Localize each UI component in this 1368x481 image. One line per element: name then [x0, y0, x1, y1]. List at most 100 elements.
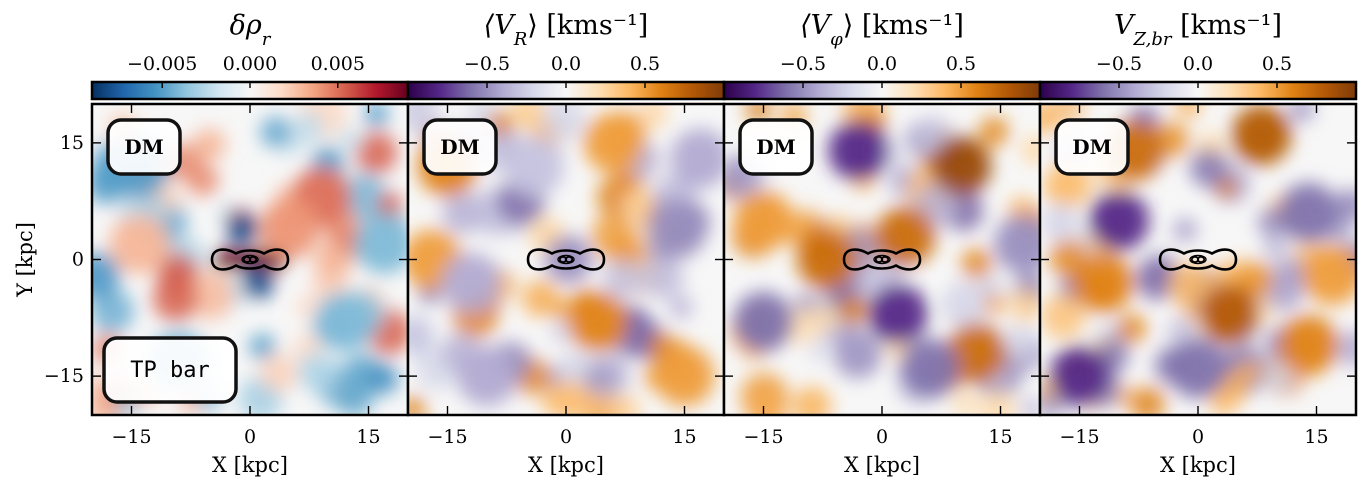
dm-badge: DM [106, 118, 182, 176]
colorbar-tick-label: −0.005 [127, 53, 197, 75]
x-tick-label: −15 [111, 426, 151, 448]
heatmap-texture [544, 235, 593, 283]
x-axis-label: X [kpc] [1160, 453, 1236, 477]
heatmap-texture [1041, 203, 1080, 242]
heatmap-feature [583, 112, 644, 173]
badge-label: DM [1072, 135, 1111, 159]
heatmap-texture [811, 304, 840, 333]
heatmap-texture [641, 256, 684, 300]
heatmap-feature [504, 136, 565, 197]
x-tick-label: 15 [1304, 426, 1328, 448]
heatmap-feature [994, 213, 1040, 274]
heatmap-texture [92, 289, 135, 333]
colorbar-tick-label: 0.5 [630, 53, 660, 75]
heatmap-texture [186, 164, 219, 197]
heatmap-feature [457, 346, 517, 407]
bar-contour [526, 248, 606, 271]
colorbar-tick-label: 0.0 [1183, 53, 1213, 75]
colorbar-tick-label: 0.0 [867, 53, 897, 75]
heatmap-texture [376, 191, 403, 218]
heatmap-texture [548, 380, 589, 415]
heatmap-texture [583, 362, 618, 397]
heatmap-texture [152, 275, 199, 322]
panel-2: −15 0 15 X [kpc] −0.5 0.0 0.5 ⟨VR⟩ [kms⁻¹] DM [406, 10, 726, 477]
heatmap-texture [355, 131, 398, 174]
colorbar-tick-label: 0.5 [1262, 53, 1292, 75]
x-tick-label: 15 [988, 426, 1012, 448]
colorbar-label: δρr [230, 10, 272, 50]
heatmap-feature [567, 291, 628, 352]
heatmap-texture [1173, 217, 1197, 242]
heatmap-texture [408, 396, 426, 415]
heatmap-texture [1335, 330, 1356, 367]
heatmap-feature [354, 213, 408, 274]
dm-badge: DM [1054, 118, 1130, 176]
heatmap-texture [1117, 313, 1147, 344]
heatmap-feature [226, 212, 259, 245]
heatmap-feature [654, 346, 715, 407]
heatmap-texture [541, 104, 586, 142]
heatmap-texture [550, 298, 572, 320]
heatmap-texture [612, 396, 642, 415]
x-tick-label: 0 [560, 426, 572, 448]
heatmap-texture [249, 333, 276, 360]
heatmap-feature [314, 291, 375, 352]
heatmap-texture [1239, 360, 1261, 383]
heatmap-texture [602, 258, 645, 300]
heatmap-texture [941, 281, 990, 329]
badge-label: DM [440, 135, 479, 159]
heatmap-texture [1040, 104, 1060, 134]
heatmap-texture [364, 104, 389, 127]
colorbar-label: VZ,br [kms⁻¹] [1114, 10, 1282, 50]
colorbar-tick-label: 0.005 [311, 53, 365, 75]
heatmap-feature [867, 283, 928, 344]
heatmap-texture [1009, 288, 1040, 323]
panel-3: −15 0 15 X [kpc] −0.5 0.0 0.5 ⟨Vφ⟩ [kms⁻¹] DM [722, 10, 1042, 477]
heatmap-feature [899, 338, 960, 399]
heatmap-texture [291, 111, 325, 144]
colorbar-label: ⟨VR⟩ [kms⁻¹] [484, 10, 649, 50]
colorbar-tick-label: −0.5 [780, 53, 826, 75]
heatmap-texture [313, 240, 353, 280]
x-tick-label: −15 [743, 426, 783, 448]
heatmap-texture [1189, 148, 1229, 188]
heatmap-texture [337, 127, 362, 152]
heatmap-feature [109, 213, 170, 274]
heatmap-texture [747, 393, 787, 415]
heatmap-feature [828, 120, 889, 181]
heatmap-texture [408, 320, 433, 356]
colorbar-label: ⟨Vφ⟩ [kms⁻¹] [800, 10, 964, 50]
heatmap-texture [1263, 235, 1289, 260]
heatmap-texture [621, 305, 648, 332]
heatmap-texture [792, 386, 832, 415]
heatmap-texture [1289, 104, 1315, 123]
heatmap-texture [669, 295, 694, 320]
heatmap-texture [979, 275, 1002, 298]
bar-contour [210, 248, 290, 271]
x-tick-label: −15 [427, 426, 467, 448]
heatmap-texture [193, 128, 226, 161]
bar-contour [1158, 248, 1238, 271]
x-axis-label: X [kpc] [844, 453, 920, 477]
heatmap-texture [442, 192, 485, 234]
panel-4: −15 0 15 X [kpc] −0.5 0.0 0.5 VZ,br [kms⁻¹] DM [1038, 10, 1358, 477]
heatmap-texture [1168, 262, 1213, 306]
heatmap-texture [638, 104, 669, 129]
heatmap-texture [550, 320, 573, 344]
heatmap-feature [1231, 105, 1292, 166]
heatmap-feature [1199, 283, 1260, 344]
heatmap-texture [92, 252, 121, 299]
heatmap-texture [335, 378, 374, 415]
y-tick-label: 0 [72, 249, 84, 271]
heatmap-texture [260, 116, 293, 149]
badge-label: DM [756, 135, 795, 159]
colorbar-tick-label: −0.5 [464, 53, 510, 75]
x-tick-label: 15 [672, 426, 696, 448]
heatmap-texture [297, 352, 338, 393]
heatmap-feature [733, 291, 794, 352]
heatmap-texture [1210, 391, 1236, 415]
heatmap-texture [979, 116, 1009, 147]
heatmap-texture [621, 189, 651, 219]
badge-label: DM [124, 135, 163, 159]
